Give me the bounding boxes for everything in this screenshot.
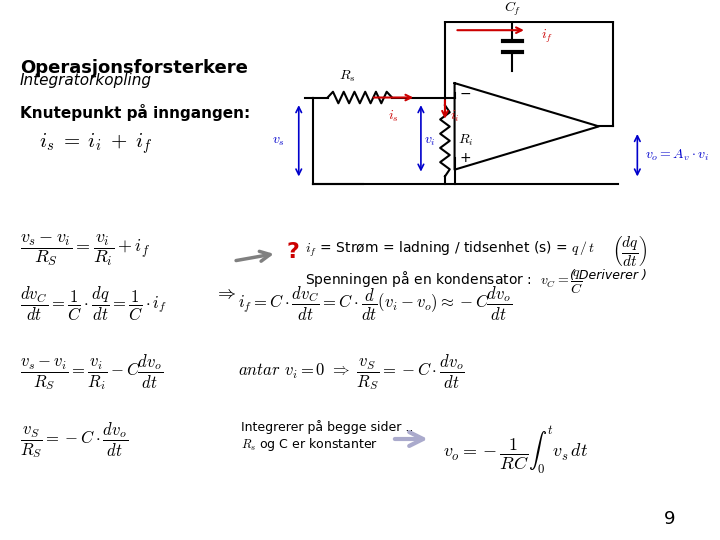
Text: Integratorkopling: Integratorkopling bbox=[19, 72, 152, 87]
Text: Knutepunkt på inngangen:: Knutepunkt på inngangen: bbox=[19, 104, 250, 122]
Text: Integrerer på begge sider ..
$R_s$ og C er konstanter: Integrerer på begge sider .. $R_s$ og C … bbox=[241, 420, 413, 453]
Text: $C_f$: $C_f$ bbox=[504, 0, 521, 18]
Text: 9: 9 bbox=[665, 510, 676, 529]
Text: $\dfrac{v_s - v_i}{R_S} = \dfrac{v_i}{R_i} - C\dfrac{dv_o}{dt}$: $\dfrac{v_s - v_i}{R_S} = \dfrac{v_i}{R_… bbox=[19, 353, 163, 392]
Text: $\dfrac{dv_C}{dt} = \dfrac{1}{C}\cdot\dfrac{dq}{dt} = \dfrac{1}{C}\cdot i_f$: $\dfrac{dv_C}{dt} = \dfrac{1}{C}\cdot\df… bbox=[19, 285, 167, 323]
Text: $antar\ v_i = 0\ \Rightarrow\ \dfrac{v_S}{R_S} = -C\cdot\dfrac{dv_o}{dt}$: $antar\ v_i = 0\ \Rightarrow\ \dfrac{v_S… bbox=[238, 353, 465, 392]
Text: $v_o = -\dfrac{1}{RC}\int_0^t v_s\,dt$: $v_o = -\dfrac{1}{RC}\int_0^t v_s\,dt$ bbox=[443, 424, 588, 476]
Text: $\left(\dfrac{dq}{dt}\right)$: $\left(\dfrac{dq}{dt}\right)$ bbox=[612, 234, 647, 268]
Text: $i_f = C\cdot\dfrac{dv_C}{dt} = C\cdot\dfrac{d}{dt}(v_i - v_o) \approx -C\dfrac{: $i_f = C\cdot\dfrac{dv_C}{dt} = C\cdot\d… bbox=[238, 285, 513, 323]
Text: $v_o = A_v \cdot v_i$: $v_o = A_v \cdot v_i$ bbox=[645, 147, 709, 163]
Text: Operasjonsforsterkere: Operasjonsforsterkere bbox=[19, 59, 248, 77]
Text: $R_i$: $R_i$ bbox=[459, 133, 474, 148]
Text: ( Deriverer ): ( Deriverer ) bbox=[570, 269, 647, 282]
Text: ?: ? bbox=[287, 242, 299, 262]
Text: $-$: $-$ bbox=[459, 86, 472, 100]
Text: Spenningen på en kondensator :  $v_C = \dfrac{q}{C}$: Spenningen på en kondensator : $v_C = \d… bbox=[305, 269, 583, 296]
Text: $i_f$ = Strøm = ladning / tidsenhet (s) = $q\,/\,t$: $i_f$ = Strøm = ladning / tidsenhet (s) … bbox=[305, 240, 595, 259]
Text: $+$: $+$ bbox=[459, 151, 472, 165]
Text: $i_s \;=\; i_i \;+\; i_f$: $i_s \;=\; i_i \;+\; i_f$ bbox=[39, 131, 153, 156]
Text: $\dfrac{v_S}{R_S} = -C\cdot\dfrac{dv_o}{dt}$: $\dfrac{v_S}{R_S} = -C\cdot\dfrac{dv_o}{… bbox=[19, 420, 128, 460]
Text: $i_f$: $i_f$ bbox=[541, 28, 553, 45]
Text: $\dfrac{v_s - v_i}{R_S} = \dfrac{v_i}{R_i} + i_f$: $\dfrac{v_s - v_i}{R_S} = \dfrac{v_i}{R_… bbox=[19, 232, 150, 268]
Text: $i_s$: $i_s$ bbox=[387, 109, 398, 124]
Text: $\Rightarrow$: $\Rightarrow$ bbox=[214, 285, 236, 303]
Text: $R_s$: $R_s$ bbox=[338, 69, 355, 84]
Text: $i_i$: $i_i$ bbox=[450, 109, 459, 124]
Text: $v_s$: $v_s$ bbox=[271, 134, 284, 148]
Text: $v_i$: $v_i$ bbox=[424, 134, 436, 148]
